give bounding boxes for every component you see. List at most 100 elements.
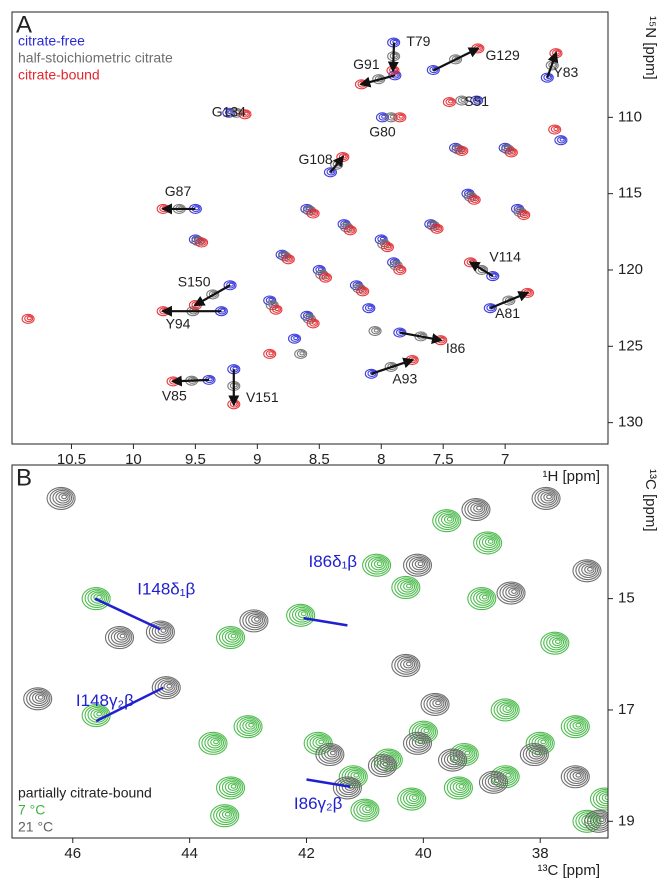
peak-contour [49,488,74,508]
peak-contour [411,736,427,749]
shift-arrow [432,47,480,72]
peak-contour [414,559,426,569]
peak-contour [364,304,375,312]
peak-contour [215,626,246,650]
peak-contour [195,237,209,248]
x-tick-label: 10 [125,451,142,468]
x-tick-label: 8.5 [309,451,330,468]
peak-contour [350,798,380,822]
peak-contour [107,627,133,647]
peak-contour [324,747,340,760]
peak-contour [358,287,368,295]
peak-contour [268,351,274,356]
peak-contour [440,513,457,526]
peak-contour [318,744,343,764]
peak-contour [384,112,398,123]
legend-title: partially citrate-bound [18,785,152,801]
peak-contour [540,631,570,655]
peak-contour [218,808,235,821]
peak-contour [213,739,219,745]
peak-contour [455,145,469,156]
peak-contour [201,733,226,753]
peak-contour [386,244,392,249]
peak-contour [157,679,178,695]
peak-contour [373,328,379,333]
shift-arrow [387,42,399,73]
peak-contour [297,609,309,619]
y-tick-label: 115 [618,185,642,202]
peak-contour [430,223,444,234]
assignment-line [95,686,164,723]
peak-contour [449,779,470,796]
peak-contour [375,112,390,123]
peak-contour [429,697,445,710]
peak-contour [595,790,608,807]
peak-contour [572,721,583,730]
peak-contour [160,628,167,633]
peak-contour [227,632,239,641]
peak-contour [281,254,295,265]
peak-contour [321,746,341,762]
peak-contour [540,739,547,745]
peak-contour [395,328,405,336]
peak-label: G91 [353,56,380,72]
peak-contour [464,750,471,756]
peak-contour [163,682,174,691]
peak-contour [23,687,53,711]
peak-contour [393,112,407,123]
peak-contour [478,770,509,794]
peak-contour [299,351,305,356]
peak-contour [300,611,307,617]
peak-contour [371,327,381,335]
peak-contour [271,305,282,313]
peak-contour [291,606,312,623]
peak-contour [376,561,383,567]
peak-contour [24,314,34,323]
peak-contour [377,235,387,243]
peak-contour [560,715,590,739]
peak-contour [215,776,246,800]
peak-contour [224,630,240,643]
peak-contour [470,95,484,106]
peak-contour [221,810,233,819]
peak-contour [546,634,566,651]
peak-contour [592,814,608,827]
peak-contour [242,610,267,631]
peak-contour [232,108,242,116]
peak-contour [208,290,218,298]
peak-contour [58,492,69,502]
peak-contour [486,304,496,312]
peak-contour [449,754,461,764]
peak-contour [411,558,427,571]
peak-contour [452,780,468,794]
peak-contour [200,239,206,244]
peak-contour [204,734,225,751]
peak-contour [448,99,454,104]
peak-contour [383,243,393,251]
peak-contour [239,718,260,734]
peak-contour [362,804,373,814]
peak-contour [263,295,277,306]
peak-contour [525,731,555,755]
peak-contour [268,297,274,302]
peak-contour [157,626,169,636]
peak-contour [438,748,468,772]
y-tick-label: 19 [618,812,635,829]
peak-contour [457,147,467,155]
peak-contour [592,789,608,809]
peak-contour [426,695,447,712]
peak-contour [476,505,482,511]
peak-contour [329,750,336,756]
peak-contour [486,271,500,282]
peak-contour [226,281,236,289]
peak-contour [549,636,565,649]
peak-contour [584,565,595,574]
peak-contour [110,629,131,645]
peak-contour [119,633,126,639]
peak-contour [391,575,421,600]
peak-contour [496,701,517,718]
peak-contour [504,296,515,304]
peak-contour [224,811,231,817]
peak-contour [263,348,277,359]
peak-contour [490,698,520,722]
